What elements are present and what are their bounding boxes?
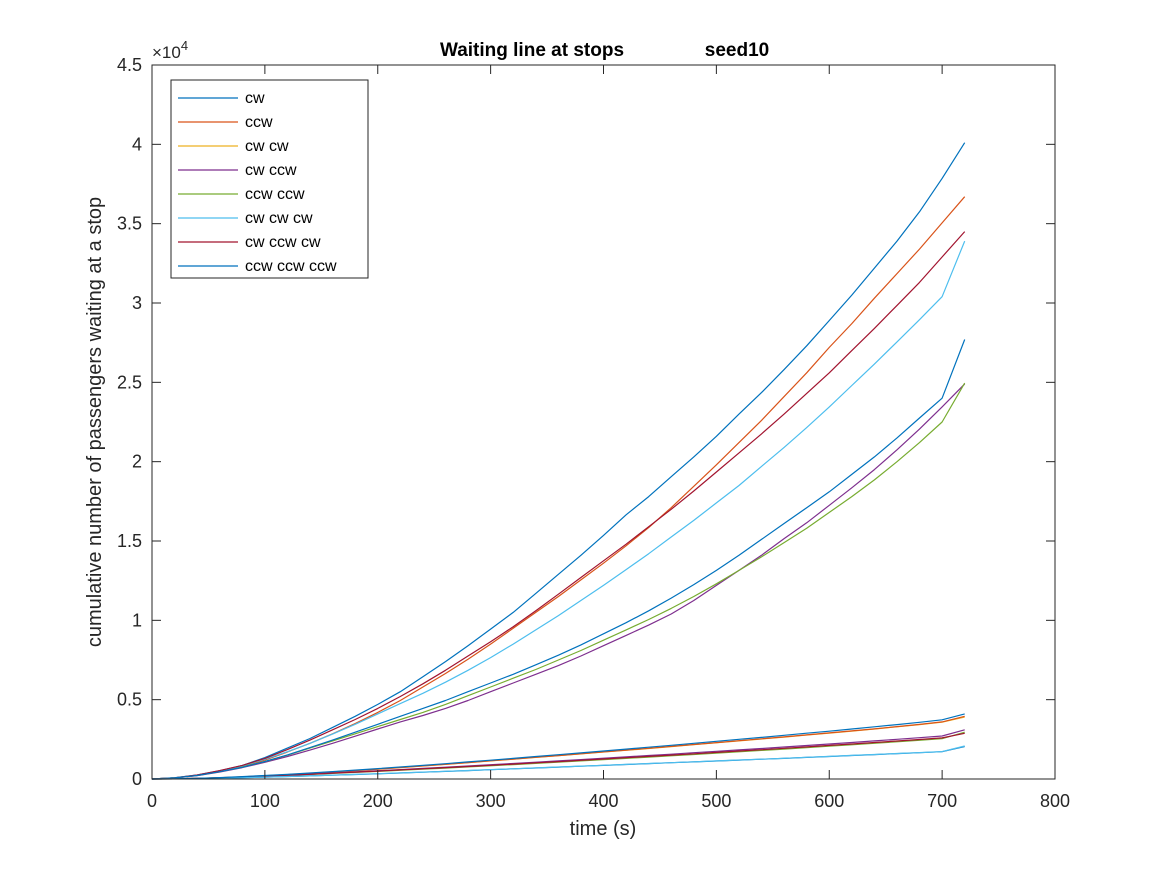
series-layer xyxy=(151,142,966,780)
y-tick-label: 0.5 xyxy=(117,690,142,710)
x-tick-label: 200 xyxy=(363,791,393,811)
series-line-1 xyxy=(151,142,966,780)
y-tick-label: 1 xyxy=(132,610,142,630)
legend-label: ccw ccw xyxy=(245,186,305,203)
series-line-4 xyxy=(151,383,966,780)
series-line-6 xyxy=(151,240,966,780)
legend-label: cw xyxy=(245,90,265,107)
y-tick-label: 3 xyxy=(132,293,142,313)
x-tick-label: 300 xyxy=(476,791,506,811)
x-tick-label: 500 xyxy=(701,791,731,811)
legend-label: ccw ccw ccw xyxy=(245,258,337,275)
y-axis-label: cumulative number of passengers waiting … xyxy=(84,197,106,647)
x-tick-label: 400 xyxy=(588,791,618,811)
y-exponent-label: ×104 xyxy=(152,38,188,62)
x-tick-label: 100 xyxy=(250,791,280,811)
chart-title: Waiting line at stops xyxy=(440,40,624,61)
legend-box xyxy=(170,79,369,279)
series-line-12 xyxy=(151,732,965,780)
x-tick-label: 600 xyxy=(814,791,844,811)
legend-label: cw ccw xyxy=(245,162,297,179)
y-tick-label: 0 xyxy=(132,769,142,789)
legend: cw ccw cw cw cw ccw ccw ccw cw cw cw cw ccw cw… xyxy=(170,79,369,279)
ticks-layer: 0 100 200 300 400 500 600 700 800 0 0.5 1 1.5 2 2.5 3 3.… xyxy=(117,55,1070,811)
x-tick-label: 700 xyxy=(927,791,957,811)
legend-label: cw cw xyxy=(245,138,289,155)
x-tick-label: 800 xyxy=(1040,791,1070,811)
x-tick-label: 0 xyxy=(147,791,157,811)
legend-label: cw cw cw xyxy=(245,210,313,227)
legend-label: ccw xyxy=(245,114,273,131)
series-line-15 xyxy=(151,713,965,780)
x-axis-label: time (s) xyxy=(570,818,637,840)
series-line-7 xyxy=(151,231,966,780)
y-tick-label: 1.5 xyxy=(117,531,142,551)
y-tick-label: 4.5 xyxy=(117,55,142,75)
y-tick-label: 3.5 xyxy=(117,214,142,234)
y-tick-label: 4 xyxy=(132,134,142,154)
series-line-8 xyxy=(151,339,966,780)
chart-subtitle: seed10 xyxy=(705,40,769,61)
y-tick-label: 2.5 xyxy=(117,372,142,392)
series-line-14 xyxy=(151,745,965,780)
y-tick-label: 2 xyxy=(132,452,142,472)
legend-label: cw ccw cw xyxy=(245,234,321,251)
